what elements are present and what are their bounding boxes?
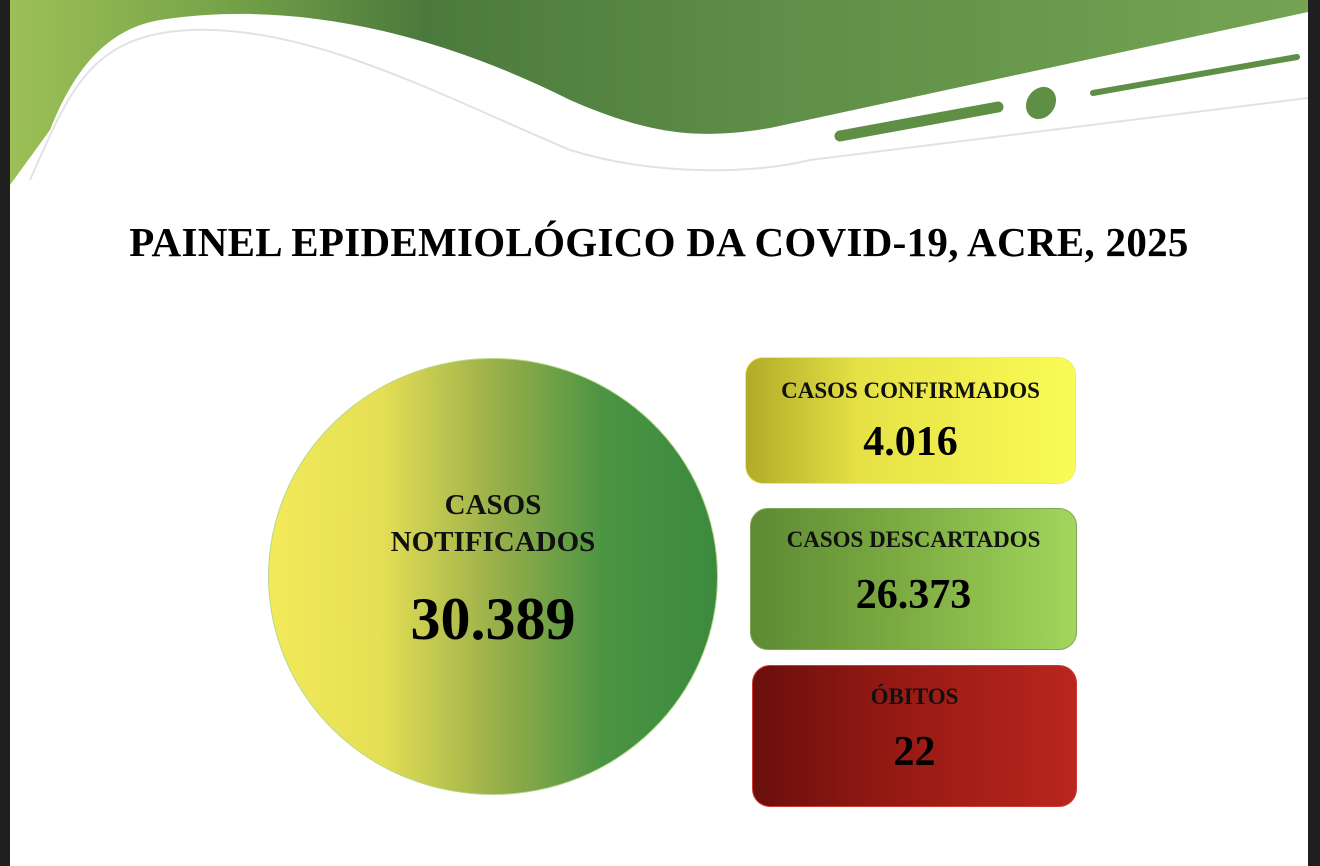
deaths-card: ÓBITOS 22 <box>752 665 1077 807</box>
confirmed-cases-value: 4.016 <box>863 419 958 465</box>
deaths-label: ÓBITOS <box>870 684 959 709</box>
header-wave-decoration <box>10 0 1308 185</box>
notified-cases-label: CASOS NOTIFICADOS <box>390 489 596 558</box>
deaths-value: 22 <box>893 729 936 775</box>
discarded-cases-card: CASOS DESCARTADOS 26.373 <box>750 508 1077 650</box>
discarded-cases-value: 26.373 <box>855 572 972 618</box>
confirmed-cases-card: CASOS CONFIRMADOS 4.016 <box>745 357 1076 484</box>
notified-cases-value: 30.389 <box>410 586 576 652</box>
notified-cases-circle: CASOS NOTIFICADOS 30.389 <box>268 358 718 795</box>
confirmed-cases-label: CASOS CONFIRMADOS <box>781 378 1040 403</box>
discarded-cases-label: CASOS DESCARTADOS <box>786 527 1041 552</box>
decor-bar <box>834 101 1004 142</box>
dashboard-page: PAINEL EPIDEMIOLÓGICO DA COVID-19, ACRE,… <box>10 0 1308 866</box>
page-title: PAINEL EPIDEMIOLÓGICO DA COVID-19, ACRE,… <box>129 219 1189 265</box>
